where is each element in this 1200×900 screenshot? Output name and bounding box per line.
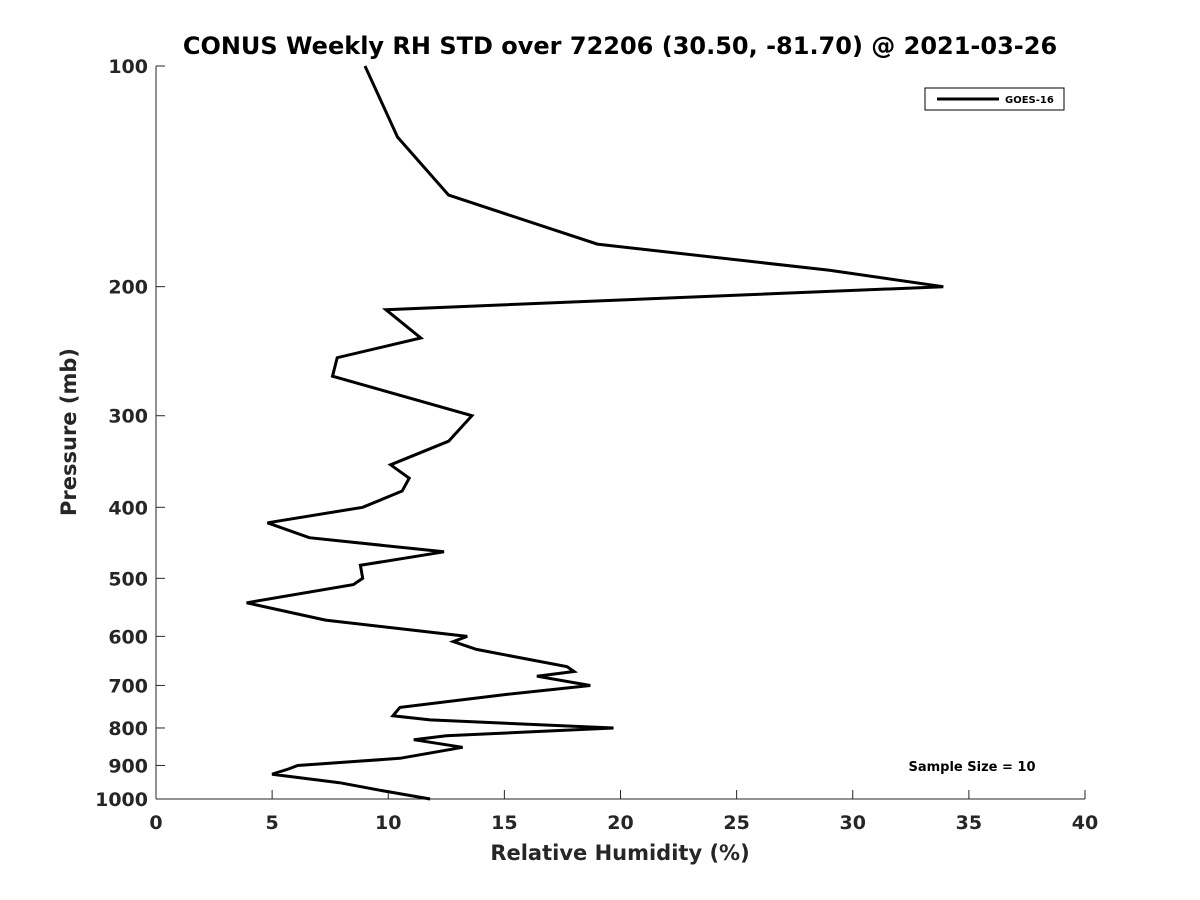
y-tick-label: 800: [108, 718, 148, 740]
y-tick-label: 700: [108, 675, 148, 697]
y-tick-label: 300: [108, 406, 148, 428]
y-tick-label: 900: [108, 755, 148, 777]
x-tick-label: 10: [375, 812, 401, 834]
y-tick-label: 1000: [95, 789, 148, 811]
x-tick-label: 25: [723, 812, 749, 834]
x-tick-label: 15: [491, 812, 517, 834]
y-tick-label: 100: [108, 56, 148, 78]
x-tick-label: 30: [840, 812, 866, 834]
x-tick-label: 20: [607, 812, 633, 834]
y-tick-label: 600: [108, 626, 148, 648]
x-axis: 0 5 10 15 20 25 30 35 40: [149, 790, 1098, 834]
y-tick-label: 400: [108, 497, 148, 519]
x-tick-label: 40: [1072, 812, 1098, 834]
legend: GOES-16: [924, 87, 1065, 111]
x-tick-label: 5: [266, 812, 279, 834]
x-tick-label: 35: [956, 812, 982, 834]
legend-label-goes-16: GOES-16: [1005, 95, 1054, 106]
plot-area: [156, 66, 1085, 799]
x-tick-label: 0: [149, 812, 162, 834]
y-tick-label: 500: [108, 568, 148, 590]
chart-title: CONUS Weekly RH STD over 72206 (30.50, -…: [183, 32, 1057, 60]
series-line-goes-16: [246, 65, 944, 801]
y-tick-label: 200: [108, 277, 148, 299]
x-axis-label: Relative Humidity (%): [490, 841, 749, 865]
sample-size-annotation: Sample Size = 10: [908, 760, 1035, 775]
y-axis: 100 200 300 400 500 600 700 800 900 1000: [95, 56, 165, 811]
y-axis-label: Pressure (mb): [57, 348, 81, 516]
series-group: [246, 65, 944, 801]
